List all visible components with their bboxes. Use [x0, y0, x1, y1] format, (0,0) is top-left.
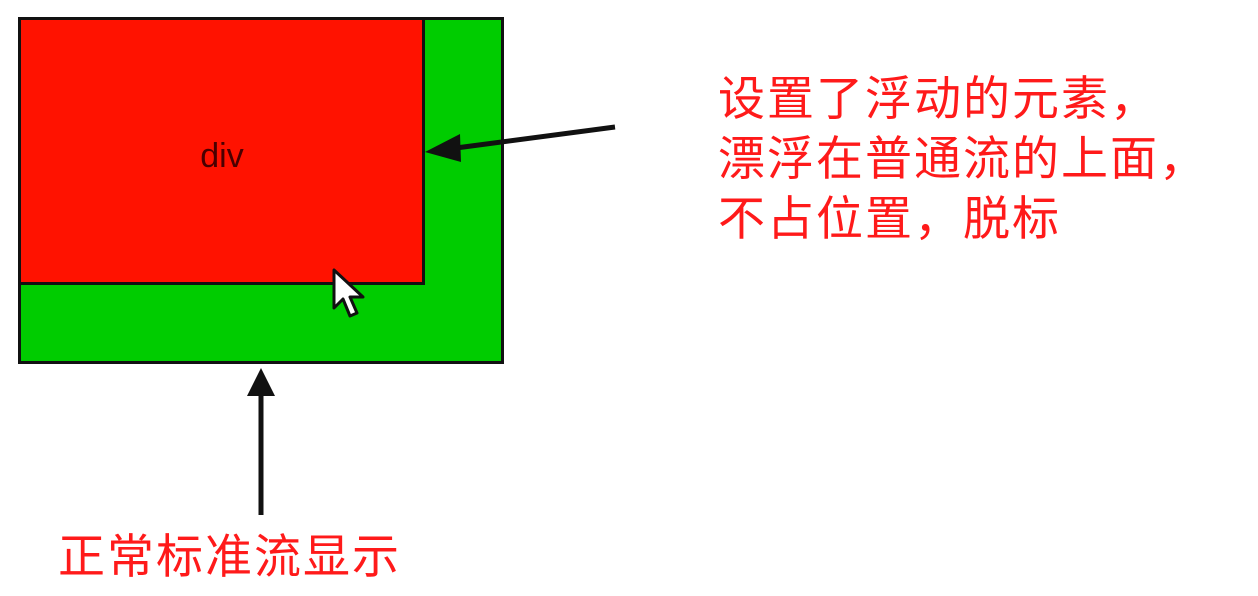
mouse-cursor-icon — [332, 268, 365, 318]
floating-annotation-line-3: 不占位置，脱标 — [718, 192, 1061, 247]
arrow-left-icon-shaft — [455, 124, 616, 151]
floated-div-label: div — [200, 137, 244, 175]
floating-element-annotation: 设置了浮动的元素， 漂浮在普通流的上面， 不占位置，脱标 — [718, 70, 1258, 250]
arrow-up-icon — [247, 368, 275, 396]
arrow-left-icon — [425, 134, 461, 162]
normal-flow-annotation: 正常标准流显示 — [58, 530, 401, 585]
floated-div-box — [18, 17, 425, 285]
floating-annotation-line-2: 漂浮在普通流的上面， — [718, 132, 1208, 187]
floating-annotation-line-1: 设置了浮动的元素， — [718, 72, 1159, 127]
